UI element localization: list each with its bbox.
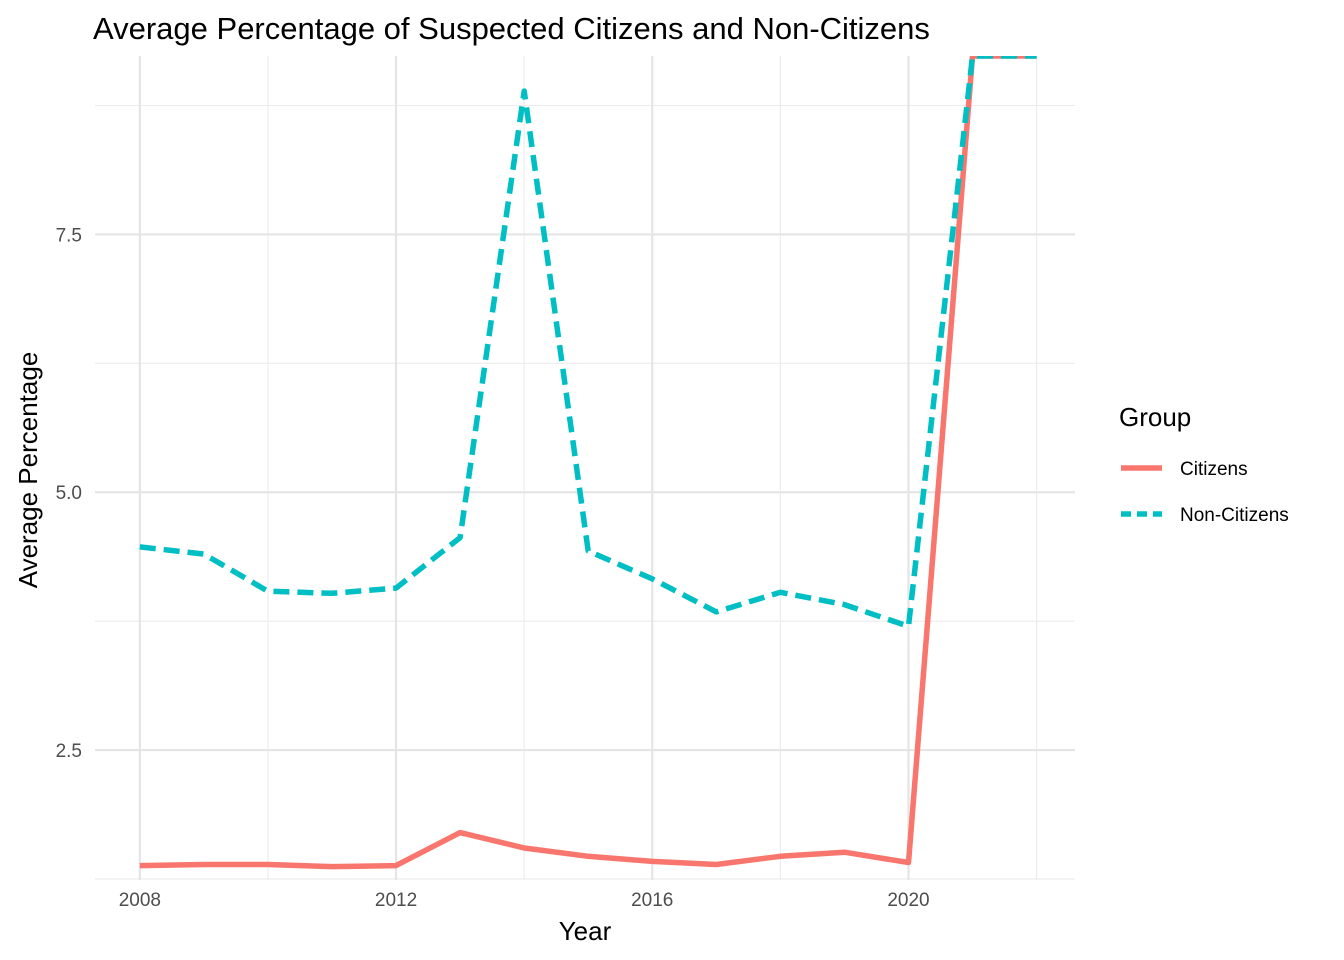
x-tick-label: 2016 (631, 890, 673, 911)
axis-ticks: 2.5 5.0 7.5 2008 2012 2016 2020 (56, 225, 930, 911)
legend-label: Non-Citizens (1180, 505, 1289, 526)
x-tick-label: 2020 (887, 890, 929, 911)
series-line-non-citizens (139, 56, 1037, 630)
y-tick-label: 5.0 (56, 483, 82, 504)
x-tick-label: 2008 (119, 890, 161, 911)
grid (95, 56, 1075, 880)
y-tick-label: 7.5 (56, 225, 82, 246)
y-axis-title: Average Percentage (13, 352, 43, 589)
legend-label: Citizens (1180, 459, 1248, 480)
x-axis-title: Year (559, 916, 612, 946)
series-line-citizens (139, 56, 1037, 870)
legend: Group Citizens Non-Citizens (1119, 402, 1289, 526)
series-lines (139, 56, 1037, 870)
chart-title: Average Percentage of Suspected Citizens… (93, 11, 930, 46)
x-tick-label: 2012 (375, 890, 417, 911)
legend-title: Group (1119, 402, 1191, 432)
y-tick-label: 2.5 (56, 741, 82, 762)
